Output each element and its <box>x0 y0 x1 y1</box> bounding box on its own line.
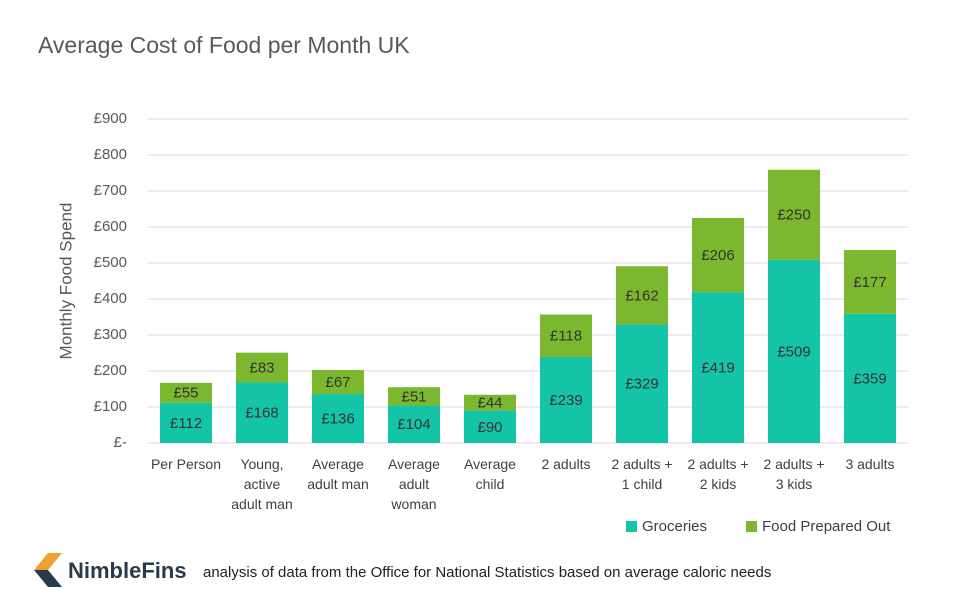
x-tick-line: woman <box>390 496 436 512</box>
data-label: £83 <box>249 360 274 377</box>
x-tick-line: Average <box>388 456 440 472</box>
data-label: £419 <box>701 360 734 377</box>
x-tick-label: 2 adults <box>541 456 590 472</box>
data-label: £329 <box>625 376 658 393</box>
bar-segment <box>768 259 820 443</box>
x-tick-label: Young, active adult man <box>231 456 292 512</box>
x-tick-line: adult <box>399 476 429 492</box>
x-tick-label: Average child <box>464 456 516 492</box>
data-label: £104 <box>397 416 430 433</box>
x-tick-line: active <box>244 476 281 492</box>
x-tick-line: child <box>476 476 505 492</box>
y-tick-label: £400 <box>94 290 127 307</box>
data-label: £162 <box>625 287 658 304</box>
x-tick-line: Average <box>464 456 516 472</box>
data-label: £55 <box>173 385 198 402</box>
bar-segment <box>160 402 212 443</box>
y-tick-label: £- <box>114 434 127 451</box>
legend-swatch <box>746 521 757 532</box>
bar-segment <box>236 352 288 383</box>
source-note: analysis of data from the Office for Nat… <box>203 564 771 581</box>
x-tick-label: 2 adults + 1 child <box>611 456 672 492</box>
data-label: £359 <box>853 370 886 387</box>
x-tick-line: Per Person <box>151 456 221 472</box>
legend-label: Food Prepared Out <box>762 518 891 535</box>
bar-segment <box>844 313 896 443</box>
bar-segment <box>388 405 440 443</box>
y-axis-label: Monthly Food Spend <box>56 203 75 360</box>
x-tick-line: 1 child <box>622 476 662 492</box>
data-label: £168 <box>245 405 278 422</box>
logo-mark <box>34 570 62 587</box>
data-label: £250 <box>777 207 810 224</box>
x-tick-line: 3 adults <box>845 456 894 472</box>
bar-segment <box>844 250 896 314</box>
x-tick-line: Average <box>312 456 364 472</box>
y-tick-label: £300 <box>94 326 127 343</box>
data-label: £177 <box>853 274 886 291</box>
legend-swatch <box>626 521 637 532</box>
y-tick-label: £600 <box>94 218 127 235</box>
y-tick-label: £700 <box>94 182 127 199</box>
bar-segment <box>692 292 744 443</box>
data-label: £51 <box>401 388 426 405</box>
logo <box>34 553 62 587</box>
x-tick-label: 2 adults + 3 kids <box>763 456 824 492</box>
x-tick-line: 2 adults + <box>611 456 672 472</box>
data-label: £112 <box>170 415 202 432</box>
bar-segment <box>768 169 820 260</box>
data-label: £239 <box>549 392 582 409</box>
x-tick-label: Average adult man <box>307 456 368 492</box>
bar-segment <box>464 410 516 443</box>
x-tick-line: Young, <box>240 456 283 472</box>
x-tick-label: Per Person <box>151 456 221 472</box>
data-label: £136 <box>321 410 354 427</box>
bar-segment <box>692 218 744 293</box>
data-label: £67 <box>325 374 350 391</box>
data-label: £90 <box>477 419 502 436</box>
bar-segment <box>312 394 364 443</box>
bar-segment <box>540 356 592 443</box>
bar-segment <box>540 314 592 357</box>
x-tick-line: adult man <box>307 476 368 492</box>
chart-title: Average Cost of Food per Month UK <box>38 32 410 58</box>
y-tick-label: £500 <box>94 254 127 271</box>
x-tick-line: 2 adults + <box>763 456 824 472</box>
x-tick-label: 3 adults <box>845 456 894 472</box>
x-tick-line: adult man <box>231 496 292 512</box>
bar-segment <box>616 266 668 325</box>
x-tick-line: 2 kids <box>700 476 737 492</box>
logo-mark <box>34 553 62 570</box>
x-tick-label: 2 adults + 2 kids <box>687 456 748 492</box>
bar-segment <box>388 387 440 406</box>
bar-segment <box>616 324 668 443</box>
data-label: £118 <box>550 328 582 345</box>
bar-segment <box>236 382 288 443</box>
y-tick-label: £100 <box>94 398 127 415</box>
brand: NimbleFins <box>68 558 187 583</box>
x-tick-line: 3 kids <box>776 476 813 492</box>
data-label: £44 <box>477 395 502 412</box>
x-tick-label: Average adult woman <box>388 456 440 512</box>
x-tick-line: 2 adults + <box>687 456 748 472</box>
y-tick-label: £900 <box>94 110 127 127</box>
y-tick-label: £200 <box>94 362 127 379</box>
bar-segment <box>160 382 212 403</box>
y-tick-label: £800 <box>94 146 127 163</box>
data-label: £206 <box>701 247 734 264</box>
bar-segment <box>312 369 364 395</box>
data-label: £509 <box>777 343 810 360</box>
x-tick-line: 2 adults <box>541 456 590 472</box>
legend-label: Groceries <box>642 518 707 535</box>
bar-segment <box>464 394 516 411</box>
